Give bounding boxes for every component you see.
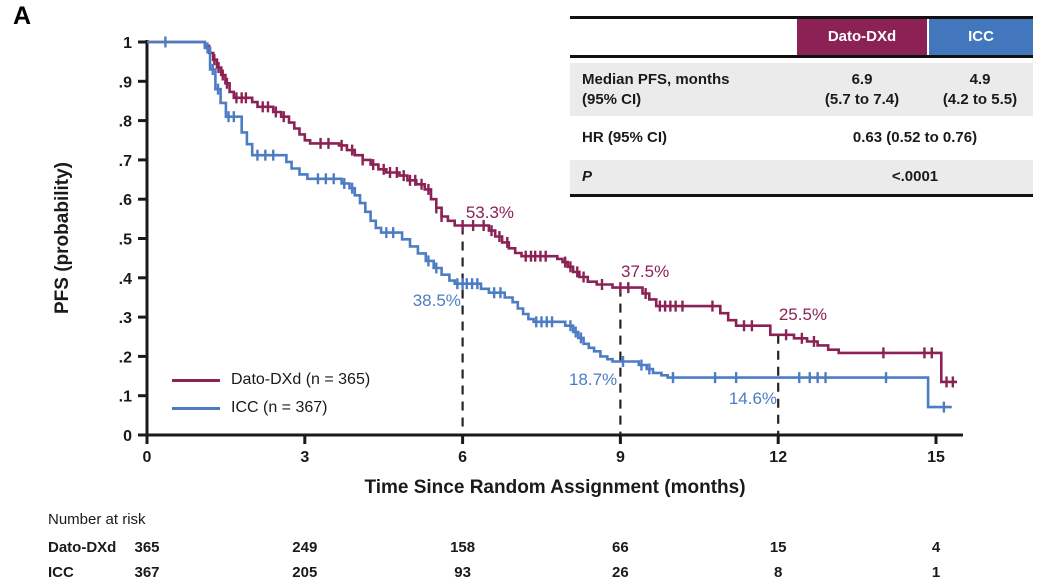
y-tick-label: .4 [119, 271, 132, 288]
legend-label-icc: ICC (n = 367) [231, 399, 328, 416]
panel-label: A [13, 2, 32, 30]
km-curve-icc [147, 40, 952, 409]
median-pfs-dato-value: 6.9 (5.7 to 7.4) [824, 71, 900, 108]
table-row-hr: HR (95% CI) 0.63 (0.52 to 0.76) [570, 121, 1033, 155]
y-tick-label: .7 [119, 153, 132, 170]
at-risk-count: 158 [450, 539, 475, 556]
x-tick-label: 3 [300, 449, 309, 466]
p-value: <.0001 [891, 168, 939, 185]
dato-line-swatch [172, 378, 220, 382]
table-bottom-border [570, 194, 1033, 197]
legend-item-icc: ICC (n = 367) [172, 397, 370, 419]
table-top-border [570, 16, 1033, 19]
icc-line-swatch [172, 406, 220, 410]
plot-legend: Dato-DXd (n = 365) ICC (n = 367) [172, 369, 370, 425]
pfs-rate-annotation: 14.6% [729, 389, 777, 408]
legend-label-dato: Dato-DXd (n = 365) [231, 371, 371, 388]
at-risk-count: 1 [932, 564, 940, 580]
header-spacer-cell [570, 19, 797, 55]
at-risk-count: 66 [612, 539, 629, 556]
y-tick-label: .2 [119, 349, 132, 366]
y-tick-label: .1 [119, 389, 132, 406]
pfs-rate-annotation: 18.7% [569, 370, 617, 389]
km-curve-dato [147, 40, 957, 384]
x-tick-label: 12 [769, 449, 787, 466]
table-row-median-pfs: Median PFS, months (95% CI) 6.9 (5.7 to … [570, 63, 1033, 116]
at-risk-count: 365 [134, 539, 159, 556]
pfs-rate-annotation: 37.5% [621, 262, 669, 281]
at-risk-count: 8 [774, 564, 782, 580]
pfs-rate-annotation: 25.5% [779, 305, 827, 324]
y-tick-label: 0 [123, 428, 132, 445]
summary-stats-table: Dato-DXd ICC Median PFS, months (95% CI)… [570, 16, 1033, 197]
x-tick-label: 0 [143, 449, 152, 466]
at-risk-title: Number at risk [48, 511, 146, 528]
y-tick-label: 1 [123, 35, 132, 52]
y-tick-label: .8 [119, 114, 132, 131]
table-row-p: P <.0001 [570, 160, 1033, 194]
p-label: P [582, 168, 593, 185]
header-cell-icc: ICC [927, 19, 1033, 55]
at-risk-count: 93 [454, 564, 471, 580]
x-tick-label: 6 [458, 449, 467, 466]
at-risk-row-label: ICC [48, 564, 74, 580]
y-tick-label: .6 [119, 192, 132, 209]
legend-item-dato: Dato-DXd (n = 365) [172, 369, 370, 391]
hr-value: 0.63 (0.52 to 0.76) [852, 129, 978, 146]
median-pfs-label: Median PFS, months (95% CI) [582, 71, 730, 108]
pfs-rate-annotation: 53.3% [466, 203, 514, 222]
x-tick-label: 9 [616, 449, 625, 466]
at-risk-count: 26 [612, 564, 629, 580]
at-risk-count: 205 [292, 564, 317, 580]
at-risk-row-label: Dato-DXd [48, 539, 116, 556]
x-tick-label: 15 [927, 449, 945, 466]
at-risk-count: 367 [134, 564, 159, 580]
y-tick-label: .3 [119, 310, 132, 327]
at-risk-count: 4 [932, 539, 941, 556]
median-pfs-icc-value: 4.9 (4.2 to 5.5) [942, 71, 1018, 108]
table-header-divider [570, 55, 1033, 58]
y-tick-label: .9 [119, 74, 132, 91]
y-tick-label: .5 [119, 232, 132, 249]
header-cell-dato: Dato-DXd [797, 19, 927, 55]
at-risk-count: 249 [292, 539, 317, 556]
pfs-rate-annotation: 38.5% [413, 291, 461, 310]
y-axis-title: PFS (probability) [52, 162, 73, 314]
hr-label: HR (95% CI) [582, 129, 668, 146]
x-axis-title: Time Since Random Assignment (months) [364, 477, 745, 498]
table-header-row: Dato-DXd ICC [570, 19, 1033, 55]
at-risk-count: 15 [770, 539, 787, 556]
